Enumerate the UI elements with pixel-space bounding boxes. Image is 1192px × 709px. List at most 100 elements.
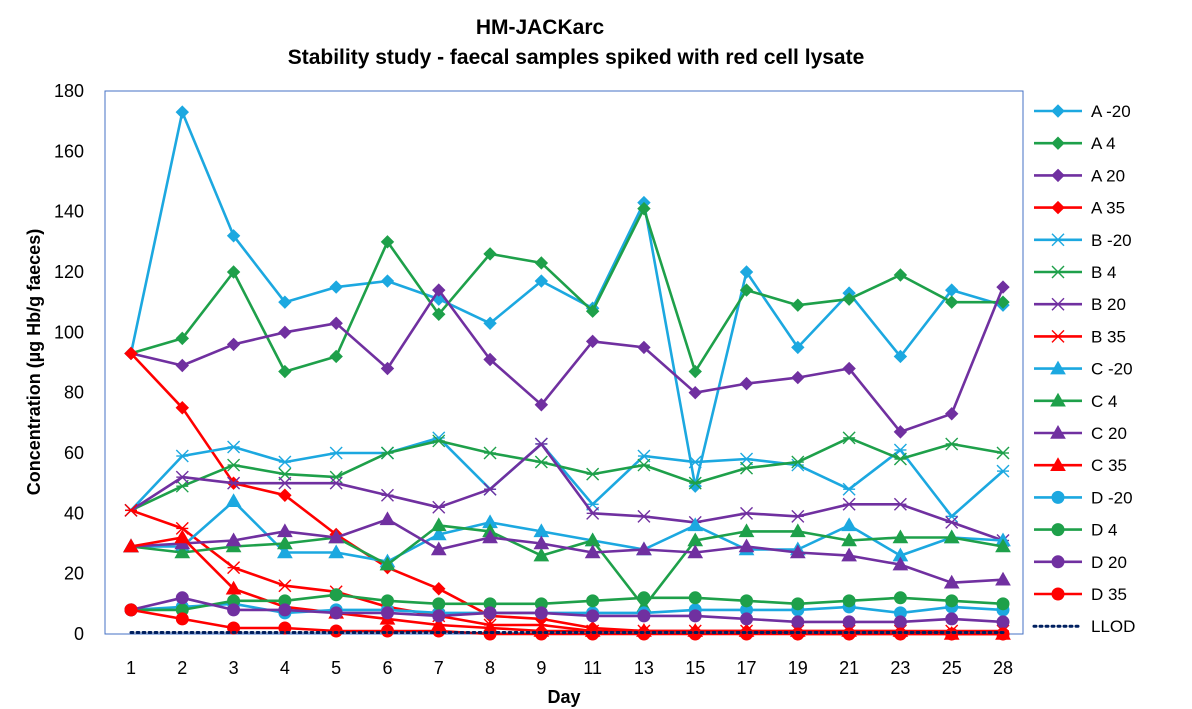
x-axis: 1 2 3 4 5 6 7 8 9 11 13 15 17 19 21 23 25 28 [126, 658, 1013, 678]
legend-item: C 20 [1034, 424, 1127, 443]
data-point [637, 627, 651, 641]
x-tick-label: 7 [434, 658, 444, 678]
legend-label: C 20 [1091, 424, 1127, 443]
data-point [226, 265, 241, 279]
y-tick-label: 80 [64, 383, 84, 403]
legend-item: D 20 [1034, 553, 1127, 572]
data-point [688, 385, 702, 400]
legend-item: A 4 [1034, 134, 1116, 153]
series-a-4 [124, 201, 1010, 379]
y-axis: 0 20 40 60 80 100 120 140 160 180 [54, 81, 84, 644]
legend-marker [1051, 297, 1065, 311]
data-point [124, 603, 138, 617]
data-point [278, 603, 292, 617]
data-point [277, 535, 293, 550]
legend-marker [1050, 424, 1066, 439]
data-point [688, 609, 702, 623]
data-point [740, 506, 754, 520]
legend-item: LLOD [1032, 617, 1135, 636]
data-point [943, 574, 960, 589]
x-tick-label: 13 [634, 658, 654, 678]
data-point [329, 280, 343, 294]
data-point [174, 544, 191, 559]
data-point [227, 603, 241, 617]
legend: A -20 A 4 A 20 A 35 B -20 B 4 B 20 B 35 C -20 C 4… [1032, 102, 1135, 636]
data-point [740, 461, 754, 475]
data-point [637, 340, 651, 355]
data-point [175, 401, 190, 415]
data-point [225, 532, 242, 547]
data-point [944, 295, 959, 309]
data-point [534, 627, 548, 641]
data-point [328, 544, 345, 559]
data-point [278, 579, 292, 593]
legend-marker [1051, 490, 1065, 504]
legend-marker [1051, 265, 1065, 279]
data-point [842, 361, 856, 376]
data-point [738, 523, 755, 538]
data-point [739, 265, 754, 279]
series-line-a-4 [130, 207, 1003, 373]
x-tick-label: 23 [890, 658, 910, 678]
legend-item: A -20 [1034, 102, 1131, 121]
data-point [175, 105, 190, 119]
data-point [892, 556, 909, 571]
data-point [329, 470, 343, 484]
series-b-4 [124, 431, 1010, 517]
x-tick-label: 15 [685, 658, 705, 678]
data-point [328, 529, 345, 544]
data-point [329, 446, 343, 460]
data-point [380, 488, 394, 502]
data-point [945, 515, 959, 529]
data-point [586, 627, 600, 641]
legend-marker [1051, 233, 1065, 247]
legend-item: D -20 [1034, 488, 1133, 507]
legend-marker [1051, 523, 1065, 537]
data-point [637, 458, 651, 472]
data-point [789, 544, 806, 559]
data-point [123, 538, 139, 553]
data-point [380, 606, 394, 620]
data-point [278, 325, 292, 340]
data-point [278, 621, 292, 635]
data-point [124, 503, 138, 517]
x-tick-label: 2 [177, 658, 187, 678]
data-point [174, 529, 191, 544]
data-point [841, 517, 857, 532]
data-point [329, 349, 343, 364]
data-point [227, 476, 241, 490]
data-point [893, 268, 908, 282]
legend-item: C 4 [1034, 392, 1117, 411]
legend-item: D 4 [1034, 521, 1117, 540]
data-point [430, 541, 447, 556]
legend-item: B 35 [1034, 327, 1126, 346]
data-point [688, 364, 702, 379]
data-point [842, 431, 856, 445]
data-point [225, 580, 242, 595]
y-tick-label: 60 [64, 443, 84, 463]
legend-marker [1051, 136, 1065, 150]
data-point [586, 506, 600, 520]
legend-label: B 4 [1091, 263, 1117, 282]
legend-label: A -20 [1091, 102, 1131, 121]
legend-marker [1051, 200, 1065, 215]
legend-label: C 35 [1091, 456, 1127, 475]
data-point [687, 517, 704, 532]
data-point [534, 606, 548, 620]
data-point [995, 571, 1011, 586]
data-point [739, 283, 754, 297]
legend-label: LLOD [1091, 617, 1135, 636]
data-point [842, 627, 856, 641]
data-point [637, 449, 651, 463]
data-point [432, 283, 446, 297]
data-point [124, 346, 138, 361]
data-point [278, 476, 292, 490]
data-point [791, 509, 805, 523]
x-tick-label: 8 [485, 658, 495, 678]
series-b-20 [124, 437, 1010, 547]
data-point [585, 304, 600, 318]
series-line-d-4 [131, 593, 1004, 612]
legend-item: B -20 [1034, 231, 1132, 250]
x-tick-label: 3 [229, 658, 239, 678]
